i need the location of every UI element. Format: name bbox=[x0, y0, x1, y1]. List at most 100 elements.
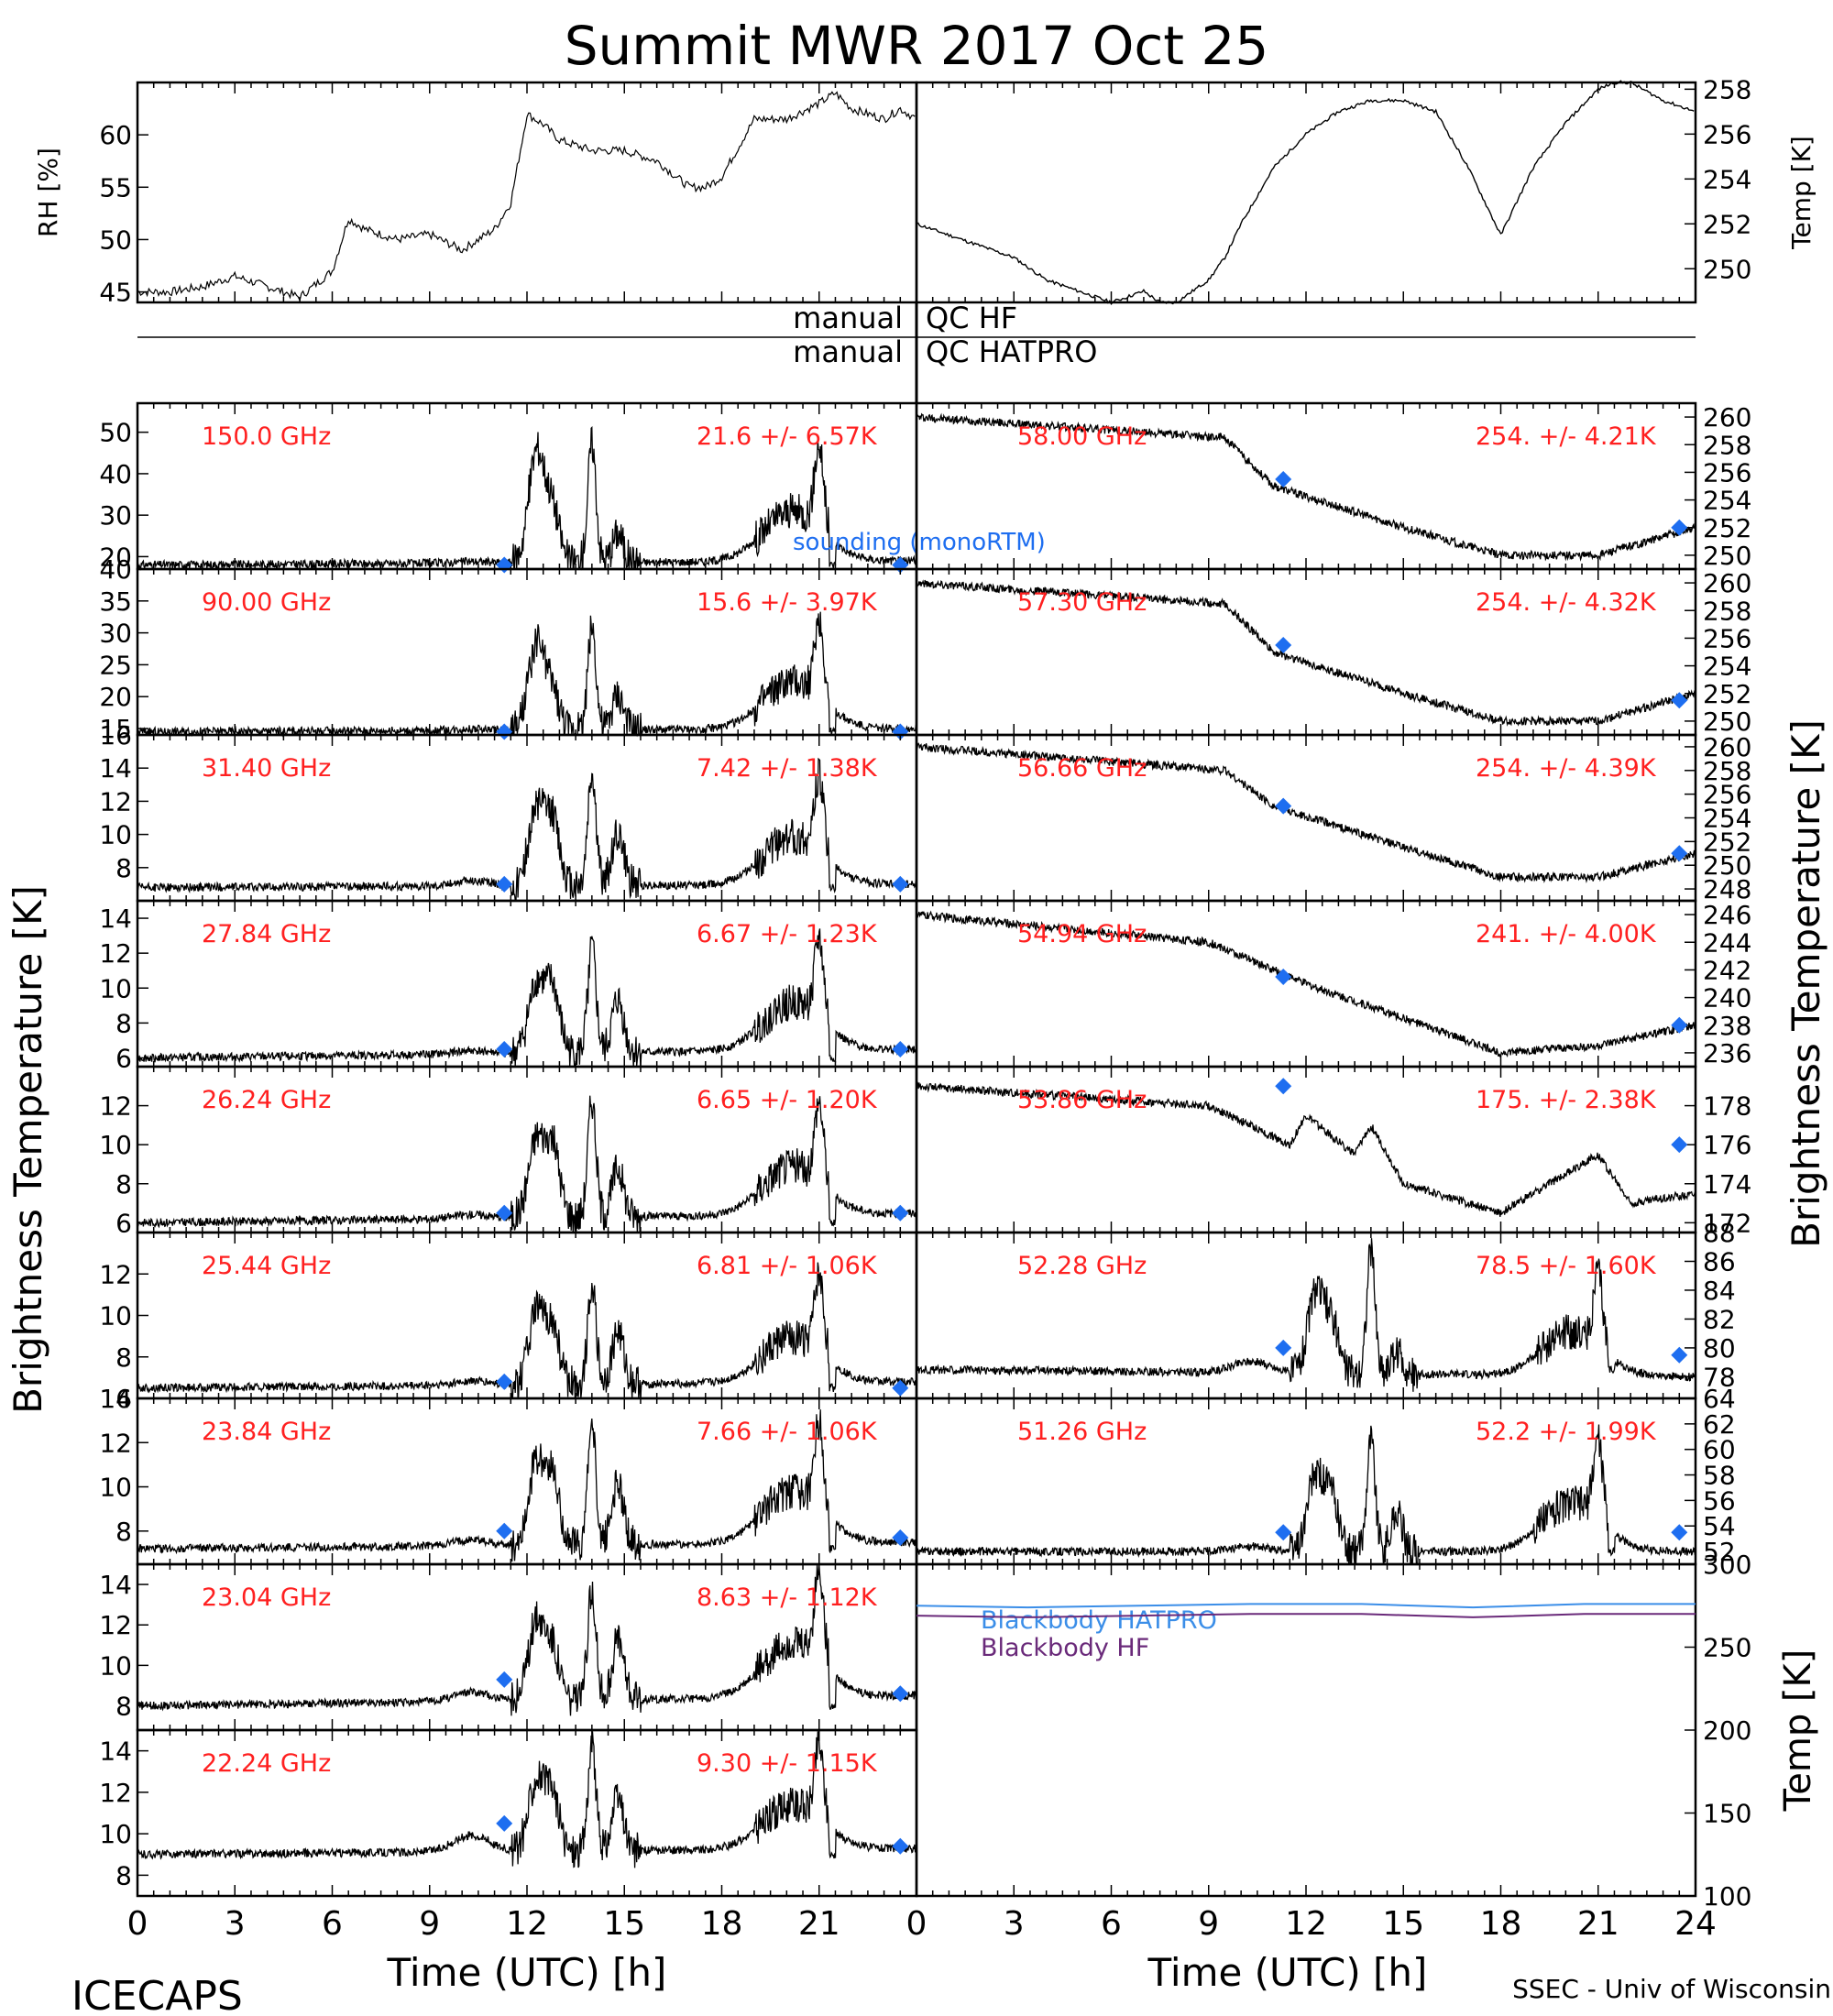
stats-label: 15.6 +/- 3.97K bbox=[697, 588, 878, 617]
sounding-note: sounding (monoRTM) bbox=[793, 529, 1046, 556]
x-tick-label: 12 bbox=[1285, 1905, 1327, 1943]
y-tick-label: 88 bbox=[1703, 1218, 1736, 1248]
y-tick-label: 14 bbox=[99, 1384, 132, 1414]
x-minor-ticks bbox=[916, 403, 1696, 569]
sounding-point bbox=[1275, 1078, 1292, 1095]
freq-label: 90.00 GHz bbox=[202, 588, 331, 617]
y-tick-label: 258 bbox=[1703, 430, 1751, 460]
y-tick-label: 10 bbox=[99, 973, 132, 1003]
sounding-point bbox=[892, 1040, 909, 1057]
y-tick-label: 250 bbox=[1703, 707, 1751, 737]
x-tick-label: 12 bbox=[506, 1905, 548, 1943]
icecaps-label: ICECAPS bbox=[71, 1973, 243, 2016]
qc-label-left: manual bbox=[793, 334, 903, 369]
tb-y-axis: 8 10 12 14 bbox=[99, 1737, 148, 1890]
tb-series-line bbox=[916, 579, 1696, 727]
x-minor-ticks bbox=[137, 1564, 917, 1730]
x-minor-ticks bbox=[137, 735, 917, 901]
y-tick-label: 55 bbox=[99, 172, 132, 203]
y-tick-label: 10 bbox=[99, 1301, 132, 1331]
y-tick-label: 8 bbox=[115, 853, 132, 883]
y-tick-label: 10 bbox=[99, 1130, 132, 1160]
y-tick-label: 16 bbox=[99, 720, 132, 751]
tb-y-axis: 6 8 10 12 bbox=[99, 1259, 148, 1414]
freq-label: 23.04 GHz bbox=[202, 1583, 331, 1612]
tb-series-line bbox=[137, 1409, 917, 1562]
sounding-point bbox=[1275, 1339, 1292, 1356]
y-tick-label: 12 bbox=[99, 1778, 132, 1808]
y-tick-label: 256 bbox=[1703, 119, 1751, 149]
sounding-point bbox=[1275, 1524, 1292, 1541]
sounding-point bbox=[1671, 1524, 1688, 1541]
y-tick-label: 6 bbox=[115, 1384, 132, 1414]
bb-y-axis: 100 150 200 250 300 bbox=[1685, 1550, 1751, 1912]
y-tick-label: 14 bbox=[99, 753, 132, 783]
y-tick-label: 10 bbox=[99, 1473, 132, 1503]
stats-label: 254. +/- 4.21K bbox=[1476, 422, 1657, 451]
y-tick-label: 260 bbox=[1703, 732, 1751, 762]
sounding-point bbox=[892, 1837, 909, 1855]
qc-label-right: QC HF bbox=[926, 301, 1017, 335]
y-tick-label: 60 bbox=[99, 120, 132, 150]
qc-label-right: QC HATPRO bbox=[926, 334, 1097, 369]
y-tick-label: 236 bbox=[1703, 1038, 1751, 1068]
x-tick-label: 6 bbox=[1101, 1905, 1122, 1943]
y-tick-label: 12 bbox=[99, 1091, 132, 1122]
y-tick-label: 256 bbox=[1703, 457, 1751, 488]
sounding-point bbox=[1275, 636, 1292, 653]
tb-y-axis: 20 30 40 50 bbox=[99, 418, 148, 572]
y-tick-label: 84 bbox=[1703, 1276, 1736, 1306]
blackbody-line bbox=[916, 1613, 1696, 1618]
y-tick-label: 12 bbox=[99, 1259, 132, 1289]
y-tick-label: 50 bbox=[99, 225, 132, 255]
x-tick-label: 18 bbox=[701, 1905, 743, 1943]
sounding-point bbox=[892, 1379, 909, 1397]
tb-series-line bbox=[137, 928, 917, 1068]
freq-label: 51.26 GHz bbox=[1017, 1418, 1147, 1446]
blackbody-legend-label: Blackbody HF bbox=[981, 1634, 1149, 1662]
sounding-point bbox=[1671, 519, 1688, 536]
y-tick-label: 246 bbox=[1703, 900, 1751, 930]
stats-label: 78.5 +/- 1.60K bbox=[1476, 1252, 1657, 1280]
tb-series-line bbox=[916, 742, 1696, 883]
sounding-point bbox=[1671, 1016, 1688, 1034]
freq-label: 27.84 GHz bbox=[202, 920, 331, 948]
y-tick-label: 45 bbox=[99, 278, 132, 308]
y-tick-label: 250 bbox=[1703, 254, 1751, 284]
x-tick-label: 6 bbox=[322, 1905, 343, 1943]
stats-label: 21.6 +/- 6.57K bbox=[697, 422, 878, 451]
y-tick-label: 35 bbox=[99, 586, 132, 617]
blackbody-line bbox=[916, 1603, 1696, 1609]
freq-label: 31.40 GHz bbox=[202, 754, 331, 783]
stats-label: 254. +/- 4.39K bbox=[1476, 754, 1657, 783]
y-tick-label: 254 bbox=[1703, 164, 1751, 194]
sounding-point bbox=[1275, 968, 1292, 985]
sounding-point bbox=[892, 875, 909, 893]
x-minor-ticks bbox=[137, 1067, 917, 1233]
x-minor-ticks bbox=[916, 82, 1696, 302]
x-tick-label: 0 bbox=[906, 1905, 927, 1943]
x-tick-label: 9 bbox=[1198, 1905, 1219, 1943]
freq-label: 26.24 GHz bbox=[202, 1086, 331, 1114]
y-tick-label: 260 bbox=[1703, 402, 1751, 433]
stats-label: 7.66 +/- 1.06K bbox=[697, 1418, 878, 1446]
y-tick-label: 15 bbox=[99, 714, 132, 744]
freq-label: 25.44 GHz bbox=[202, 1252, 331, 1280]
sounding-point bbox=[496, 1040, 513, 1057]
tb-series-line bbox=[137, 1563, 917, 1716]
y-tick-label: 8 bbox=[115, 1342, 132, 1373]
freq-label: 23.84 GHz bbox=[202, 1418, 331, 1446]
y-tick-label: 252 bbox=[1703, 679, 1751, 709]
y-tick-label: 14 bbox=[99, 1570, 132, 1600]
y-tick-label: 8 bbox=[115, 1517, 132, 1547]
sounding-point bbox=[892, 1204, 909, 1222]
y-tick-label: 14 bbox=[99, 904, 132, 934]
y-tick-label: 6 bbox=[115, 1208, 132, 1238]
y-tick-label: 100 bbox=[1703, 1881, 1751, 1912]
